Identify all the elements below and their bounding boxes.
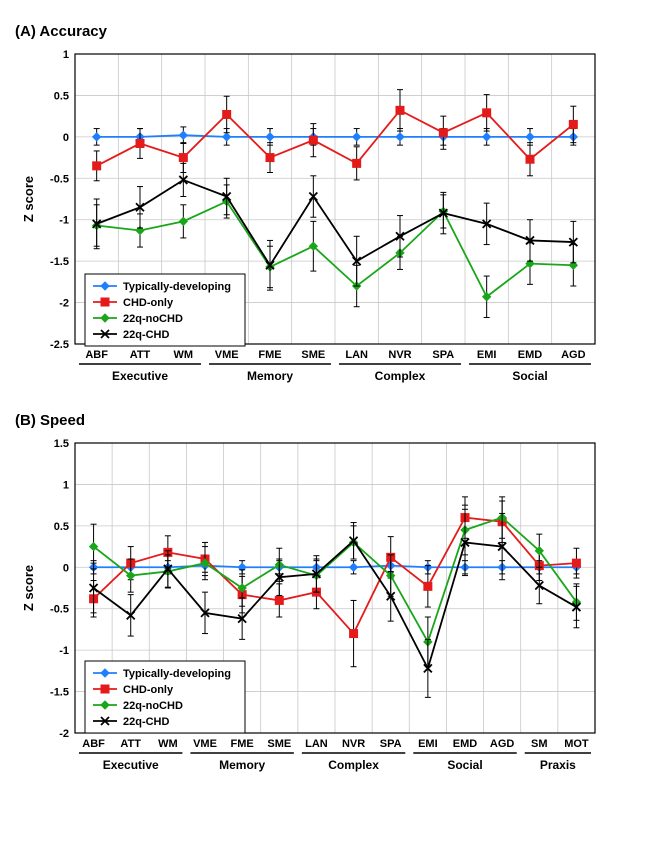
svg-text:Memory: Memory <box>219 758 265 772</box>
svg-text:-1: -1 <box>59 215 69 227</box>
svg-text:MOT: MOT <box>564 738 589 750</box>
svg-text:Complex: Complex <box>375 369 426 383</box>
svg-text:WM: WM <box>158 738 178 750</box>
svg-text:1: 1 <box>63 49 69 61</box>
svg-text:ATT: ATT <box>130 349 151 361</box>
svg-text:-2: -2 <box>59 728 69 740</box>
svg-text:EMI: EMI <box>418 738 438 750</box>
svg-text:Executive: Executive <box>103 758 159 772</box>
svg-text:1.5: 1.5 <box>54 438 69 450</box>
svg-text:EMD: EMD <box>518 349 543 361</box>
panel-a-chart: -2.5 -2 -1.5 -1 -0.5 0 0.5 1 Z score ABF ATT WM VME F… <box>15 44 630 404</box>
svg-text:0: 0 <box>63 562 69 574</box>
svg-text:CHD-only: CHD-only <box>123 297 174 309</box>
svg-text:Complex: Complex <box>328 758 379 772</box>
svg-text:22q-CHD: 22q-CHD <box>123 329 170 341</box>
svg-text:-1.5: -1.5 <box>50 256 69 268</box>
panel-a-title: (A) Accuracy <box>15 23 630 40</box>
svg-text:Typically-developing: Typically-developing <box>123 668 231 680</box>
svg-text:NVR: NVR <box>388 349 411 361</box>
svg-text:Z score: Z score <box>21 176 36 222</box>
svg-text:-2.5: -2.5 <box>50 339 69 351</box>
svg-text:Memory: Memory <box>247 369 293 383</box>
svg-text:-1: -1 <box>59 645 69 657</box>
svg-text:FME: FME <box>258 349 281 361</box>
svg-text:0.5: 0.5 <box>54 521 69 533</box>
svg-text:-2: -2 <box>59 298 69 310</box>
svg-text:WM: WM <box>174 349 194 361</box>
svg-text:0.5: 0.5 <box>54 90 69 102</box>
panel-b-chart: -2 -1.5 -1 -0.5 0 0.5 1 1.5 Z score ABF ATT WM VME FM… <box>15 433 630 793</box>
svg-text:22q-CHD: 22q-CHD <box>123 716 170 728</box>
svg-text:-0.5: -0.5 <box>50 173 69 185</box>
svg-text:Executive: Executive <box>112 369 168 383</box>
svg-text:AGD: AGD <box>490 738 514 750</box>
svg-text:VME: VME <box>215 349 239 361</box>
svg-text:-0.5: -0.5 <box>50 604 69 616</box>
svg-text:Z score: Z score <box>21 565 36 611</box>
svg-text:FME: FME <box>231 738 254 750</box>
svg-text:EMD: EMD <box>453 738 478 750</box>
svg-text:SM: SM <box>531 738 548 750</box>
svg-text:ATT: ATT <box>120 738 141 750</box>
svg-text:SPA: SPA <box>432 349 454 361</box>
svg-text:CHD-only: CHD-only <box>123 684 174 696</box>
svg-text:VME: VME <box>193 738 217 750</box>
svg-text:SME: SME <box>301 349 325 361</box>
svg-text:SPA: SPA <box>380 738 402 750</box>
svg-text:Social: Social <box>512 369 547 383</box>
svg-text:LAN: LAN <box>305 738 328 750</box>
svg-text:AGD: AGD <box>561 349 586 361</box>
svg-text:0: 0 <box>63 132 69 144</box>
svg-text:Praxis: Praxis <box>540 758 576 772</box>
svg-text:Typically-developing: Typically-developing <box>123 281 231 293</box>
svg-text:-1.5: -1.5 <box>50 687 69 699</box>
svg-text:22q-noCHD: 22q-noCHD <box>123 700 183 712</box>
svg-text:ABF: ABF <box>82 738 105 750</box>
svg-text:EMI: EMI <box>477 349 497 361</box>
svg-text:LAN: LAN <box>345 349 368 361</box>
svg-text:ABF: ABF <box>85 349 108 361</box>
panel-b-title: (B) Speed <box>15 412 630 429</box>
svg-text:SME: SME <box>267 738 291 750</box>
svg-text:1: 1 <box>63 479 69 491</box>
svg-text:Social: Social <box>447 758 482 772</box>
svg-text:22q-noCHD: 22q-noCHD <box>123 313 183 325</box>
svg-text:NVR: NVR <box>342 738 365 750</box>
